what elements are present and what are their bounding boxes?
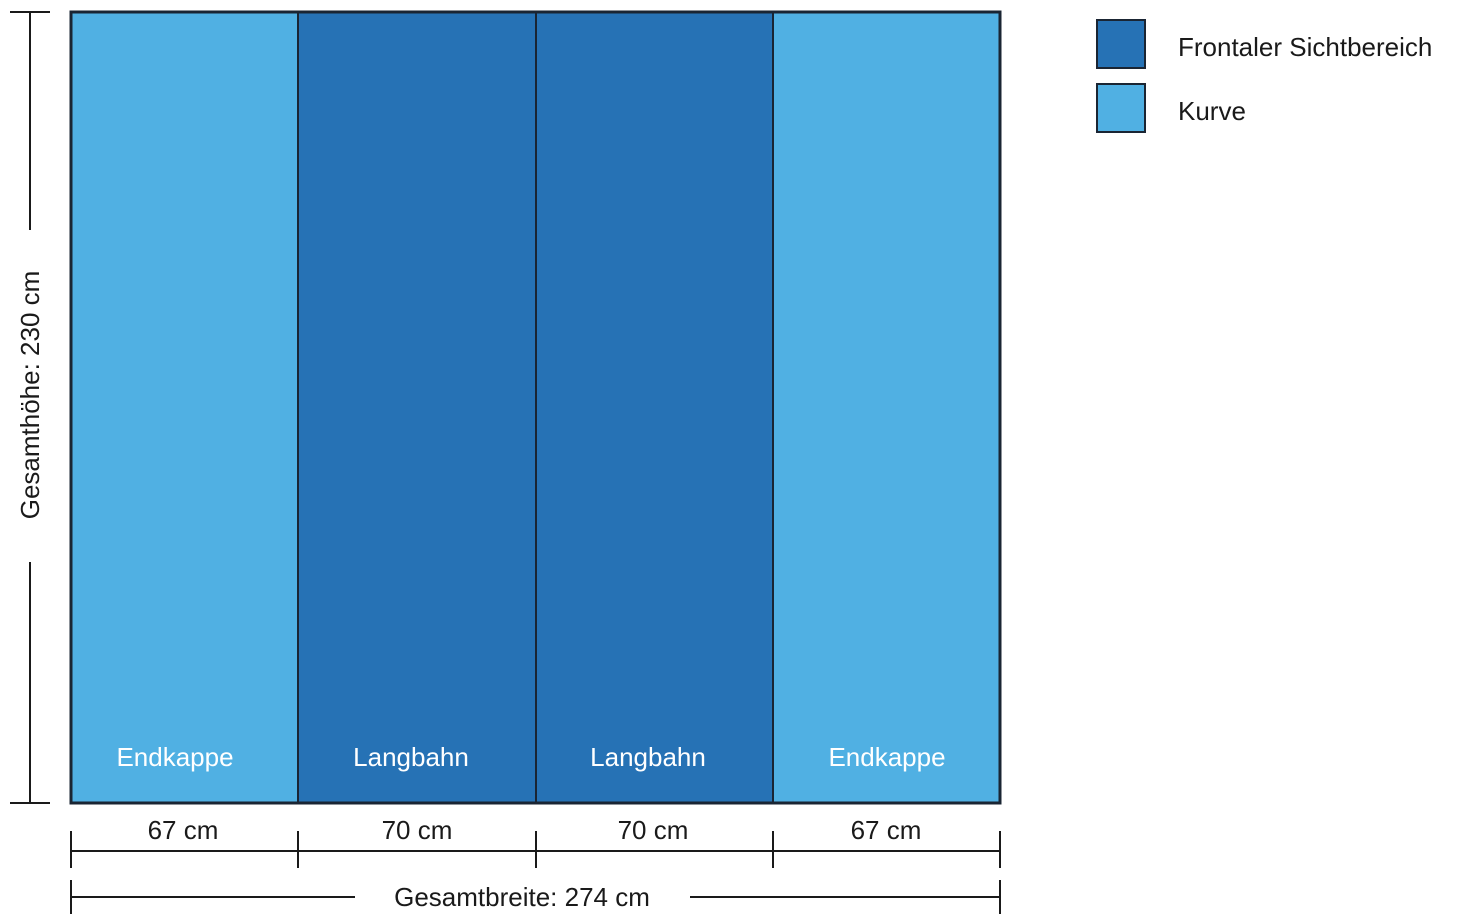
panel-1-width-label: 67 cm bbox=[148, 815, 219, 845]
panel-3-label: Langbahn bbox=[590, 742, 706, 772]
panel-2-width-label: 70 cm bbox=[382, 815, 453, 845]
total-height-label: Gesamthöhe: 230 cm bbox=[15, 271, 45, 520]
panel-1 bbox=[70, 11, 299, 804]
legend-swatch-curve bbox=[1096, 83, 1146, 133]
legend-swatch-frontal bbox=[1096, 19, 1146, 69]
panel-2 bbox=[297, 11, 537, 804]
total-width-label: Gesamtbreite: 274 cm bbox=[394, 882, 650, 912]
legend: Frontaler Sichtbereich Kurve bbox=[1096, 19, 1432, 133]
total-width-dimension-line bbox=[70, 880, 1001, 914]
panels-outline bbox=[69, 10, 1002, 805]
panel-4-label: Endkappe bbox=[828, 742, 945, 772]
legend-label-frontal: Frontaler Sichtbereich bbox=[1178, 32, 1432, 62]
legend-label-curve: Kurve bbox=[1178, 96, 1246, 126]
total-height-dimension-line bbox=[10, 11, 50, 804]
panel-4-width-label: 67 cm bbox=[851, 815, 922, 845]
panel-group bbox=[69, 10, 1002, 805]
panel-3-width-label: 70 cm bbox=[618, 815, 689, 845]
panel-1-label: Endkappe bbox=[116, 742, 233, 772]
panel-width-dimension-line bbox=[70, 831, 1001, 868]
panel-4 bbox=[772, 11, 1001, 804]
panel-2-label: Langbahn bbox=[353, 742, 469, 772]
panel-3 bbox=[535, 11, 774, 804]
